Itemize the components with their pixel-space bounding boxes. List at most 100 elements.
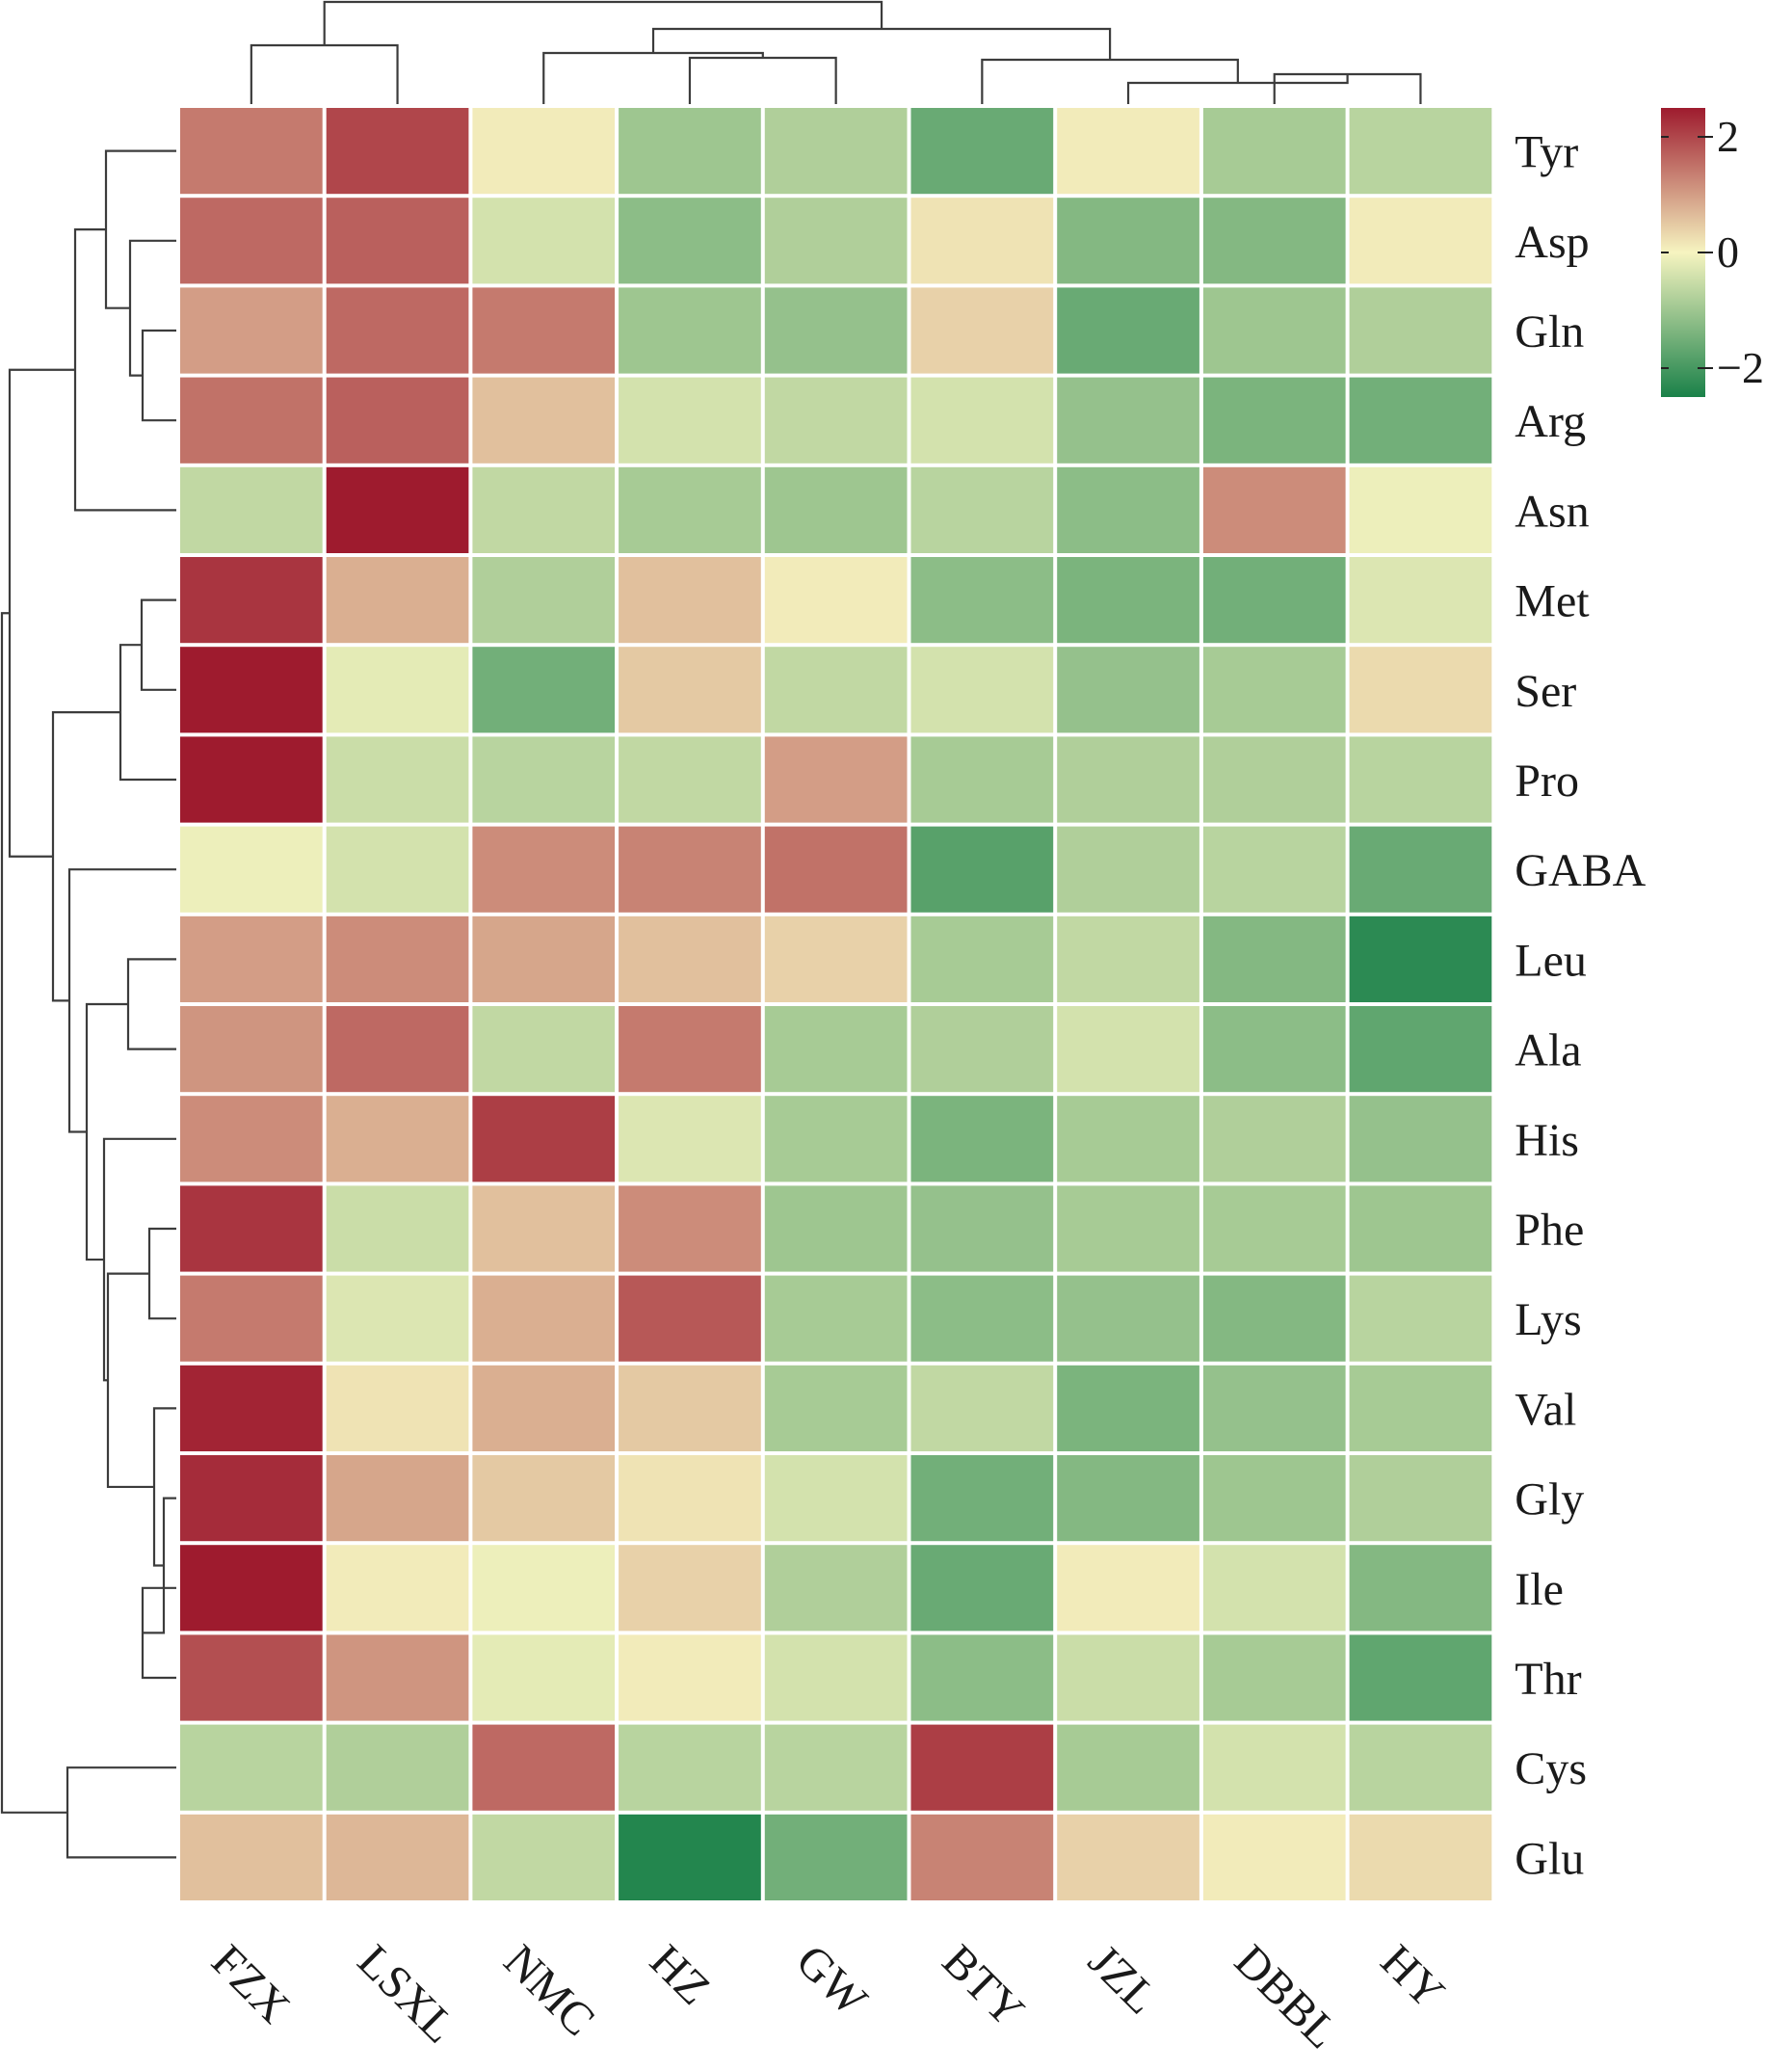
heatmap-cells [180,108,1492,1900]
heatmap-cell [619,736,761,823]
heatmap-cell [180,1455,323,1542]
heatmap-cell [764,1545,908,1632]
heatmap-cell [1202,916,1346,1002]
heatmap-cell [1349,1365,1492,1451]
heatmap-cell [180,1724,323,1811]
dendrogram-branch [85,1002,128,1261]
heatmap-cell [1349,377,1492,464]
heatmap-cell [1202,1455,1346,1542]
column-label: HY [1371,1935,1454,2018]
heatmap-cell [1202,1275,1346,1362]
heatmap-cell [764,287,908,374]
heatmap-cell [180,377,323,464]
heatmap-cell [1202,1185,1346,1272]
heatmap-cell [326,1365,469,1451]
heatmap-cell [472,1006,616,1093]
dendrogram-branch [0,612,67,1814]
heatmap-cell [764,1006,908,1093]
heatmap-cell [1057,1455,1199,1542]
heatmap-cell [1202,377,1346,464]
row-label: GABA [1515,845,1646,896]
heatmap-cell [764,108,908,195]
heatmap-cell [1349,647,1492,733]
row-label: His [1515,1115,1579,1166]
dendrogram-branch [126,958,176,1050]
heatmap-cell [1057,108,1199,195]
heatmap-cell [180,1365,323,1451]
heatmap-cell [1057,826,1199,913]
row-label: Met [1515,576,1590,627]
heatmap-cell [910,916,1054,1002]
heatmap-cell [326,1814,469,1900]
heatmap-cell [910,108,1054,195]
row-label: Phe [1515,1205,1584,1256]
heatmap-cell [180,1096,323,1182]
row-label: Pro [1515,756,1579,807]
heatmap-cell [619,377,761,464]
heatmap-cell [326,1185,469,1272]
row-label: Asp [1515,217,1589,268]
heatmap-cell [1057,1724,1199,1811]
dendrogram-branch [147,1227,176,1320]
heatmap-cell [1057,1185,1199,1272]
heatmap-cell [326,1096,469,1182]
heatmap-cell [1202,1365,1346,1451]
heatmap-cell [472,198,616,284]
heatmap-cell [1202,466,1346,553]
heatmap-cell [1202,1096,1346,1182]
heatmap-cell [472,647,616,733]
dendrogram-branch [152,1407,176,1567]
heatmap-cell [764,466,908,553]
heatmap-cell [910,1545,1054,1632]
heatmap-cell [472,1545,616,1632]
row-label: Ile [1515,1564,1564,1615]
heatmap-cell [910,1634,1054,1721]
heatmap-cell [1202,1814,1346,1900]
heatmap-cell [1202,826,1346,913]
heatmap-cell [326,647,469,733]
heatmap-cell [1349,108,1492,195]
heatmap-cell [1349,1545,1492,1632]
row-label: Leu [1515,935,1587,986]
heatmap-cell [326,108,469,195]
heatmap-cell [1349,198,1492,284]
dendrogram-branch [688,56,837,104]
column-label: NMC [494,1935,605,2046]
heatmap-cell [619,1545,761,1632]
heatmap-cell [1057,1006,1199,1093]
column-label: LSXL [348,1935,465,2053]
heatmap-cell [326,466,469,553]
heatmap-cell [764,557,908,644]
heatmap-cell [1202,1545,1346,1632]
dendrogram-branch [651,27,1112,60]
colorbar-tick-label: 2 [1717,112,1739,161]
dendrogram-branch [8,368,75,858]
heatmap-cell [1349,1724,1492,1811]
row-label: Val [1515,1384,1576,1435]
heatmap-cell [764,1096,908,1182]
heatmap-cell [180,1634,323,1721]
column-dendrogram [250,0,1422,104]
heatmap-cell [1057,1275,1199,1362]
row-label: Thr [1515,1654,1581,1705]
heatmap-cell [1202,1634,1346,1721]
heatmap-cell [1057,916,1199,1002]
heatmap-cell [619,1365,761,1451]
column-label: DBBL [1225,1935,1348,2058]
heatmap-cell [326,1724,469,1811]
heatmap-cell [472,466,616,553]
heatmap-cell [326,1455,469,1542]
heatmap-cell [1057,736,1199,823]
heatmap-cell [764,826,908,913]
heatmap-cell [764,1634,908,1721]
heatmap-cell [910,1185,1054,1272]
heatmap-cell [1349,826,1492,913]
heatmap-cell [910,1814,1054,1900]
heatmap-cell [764,647,908,733]
heatmap-cell [910,1096,1054,1182]
dendrogram-branch [323,0,883,45]
heatmap-cell [1349,1096,1492,1182]
heatmap-cell [180,1275,323,1362]
heatmap-cell [1202,557,1346,644]
heatmap-cell [1057,647,1199,733]
